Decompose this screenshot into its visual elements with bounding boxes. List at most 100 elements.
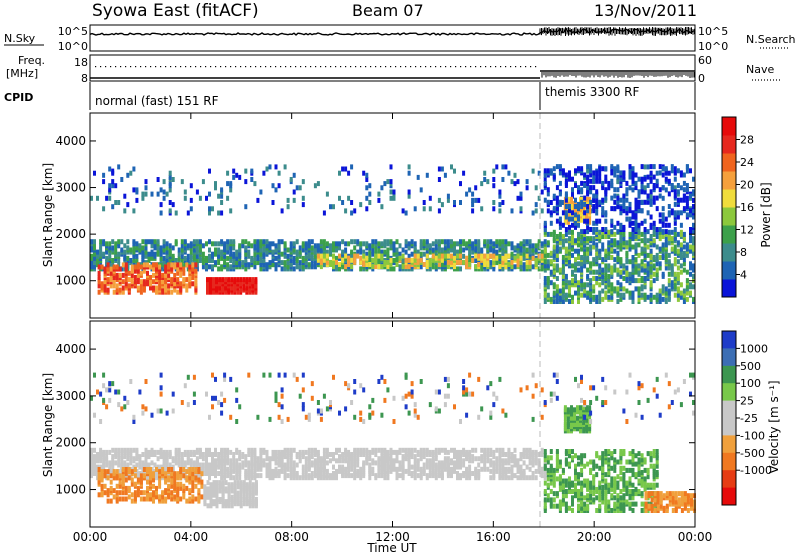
range-gate-cell (129, 258, 133, 263)
range-gate-cell (313, 466, 317, 472)
range-gate-cell (407, 257, 411, 263)
range-gate-cell (534, 247, 538, 253)
range-gate-cell (676, 168, 680, 174)
range-gate-cell (446, 193, 450, 199)
range-gate-cell (392, 458, 396, 464)
range-gate-cell (510, 464, 514, 470)
range-gate-cell (480, 264, 484, 270)
range-gate-cell (561, 168, 565, 174)
range-gate-cell (588, 215, 592, 221)
range-gate-cell (146, 279, 149, 285)
range-gate-cell (244, 245, 248, 251)
range-gate-cell (212, 488, 216, 494)
range-gate-cell (401, 258, 405, 263)
range-gate-cell (146, 262, 149, 268)
range-gate-cell (241, 452, 245, 457)
range-gate-cell (173, 471, 177, 477)
range-gate-cell (127, 475, 131, 481)
range-gate-cell (522, 262, 526, 268)
range-gate-cell (564, 246, 568, 252)
range-gate-cell (692, 263, 695, 269)
range-gate-cell (176, 270, 180, 276)
range-gate-cell (158, 469, 162, 475)
range-gate-cell (625, 216, 629, 222)
range-gate-cell (232, 466, 236, 472)
range-gate-cell (144, 191, 148, 197)
range-gate-cell (353, 245, 357, 251)
range-gate-cell (350, 462, 354, 468)
range-gate-cell (319, 259, 323, 265)
range-gate-cell (105, 241, 109, 247)
range-gate-cell (489, 447, 493, 453)
range-gate-cell (295, 185, 299, 191)
range-gate-cell (214, 181, 217, 187)
range-gate-cell (601, 229, 605, 235)
range-gate-cell (525, 475, 529, 481)
range-gate-cell (182, 277, 186, 283)
range-gate-cell (558, 164, 562, 170)
range-gate-cell (185, 485, 189, 491)
range-gate-cell (398, 447, 402, 453)
range-gate-cell (471, 458, 475, 464)
range-gate-cell (265, 454, 269, 460)
range-gate-cell (368, 243, 372, 249)
range-gate-cell (592, 257, 596, 263)
range-gate-cell (689, 236, 692, 242)
range-gate-cell (235, 249, 239, 255)
range-gate-cell (155, 289, 158, 295)
range-gate-cell (165, 191, 169, 197)
range-gate-cell (646, 294, 650, 300)
range-gate-cell (179, 262, 183, 268)
range-gate-cell (583, 263, 587, 269)
range-gate-cell (549, 259, 553, 265)
colorbar-swatch (722, 171, 736, 190)
range-gate-cell (685, 290, 689, 296)
range-gate-cell (628, 220, 632, 226)
range-gate-cell (404, 243, 408, 249)
range-gate-cell (307, 473, 311, 479)
range-gate-cell (129, 460, 133, 466)
range-gate-cell (256, 460, 260, 466)
range-gate-cell (124, 485, 128, 491)
range-gate-cell (127, 270, 131, 276)
range-gate-cell (634, 172, 638, 178)
range-gate-cell (141, 249, 145, 255)
range-gate-cell (492, 200, 496, 205)
range-gate-cell (171, 456, 175, 462)
range-gate-cell (673, 292, 677, 298)
range-gate-cell (610, 170, 614, 176)
range-gate-cell (298, 245, 302, 251)
range-gate-cell (208, 210, 211, 216)
range-gate-cell (580, 282, 584, 288)
range-gate-cell (574, 220, 577, 226)
range-gate-cell (622, 199, 626, 205)
range-gate-cell (465, 259, 469, 265)
range-gate-cell (595, 178, 599, 184)
range-gate-cell (437, 197, 441, 203)
range-gate-cell (646, 244, 650, 250)
range-gate-cell (103, 287, 107, 293)
range-gate-cell (168, 462, 172, 468)
range-gate-cell (401, 264, 405, 270)
range-gate-cell (564, 197, 568, 203)
range-gate-cell (141, 239, 145, 245)
range-gate-cell (649, 193, 653, 199)
range-gate-cell (610, 255, 614, 260)
range-gate-cell (174, 456, 178, 462)
range-gate-cell (546, 252, 550, 258)
range-gate-cell (383, 475, 387, 481)
range-gate-cell (97, 264, 101, 270)
range-gate-cell (371, 239, 375, 245)
range-gate-cell (217, 260, 221, 266)
range-gate-cell (658, 164, 662, 170)
range-gate-cell (528, 249, 532, 255)
range-gate-cell (189, 197, 193, 203)
range-gate-cell (625, 210, 629, 216)
range-gate-cell (176, 488, 180, 494)
range-gate-cell (492, 241, 496, 247)
range-gate-cell (568, 224, 571, 230)
range-gate-cell (130, 469, 134, 475)
range-gate-cell (226, 255, 230, 261)
range-gate-cell (634, 212, 638, 218)
range-gate-cell (534, 202, 538, 208)
